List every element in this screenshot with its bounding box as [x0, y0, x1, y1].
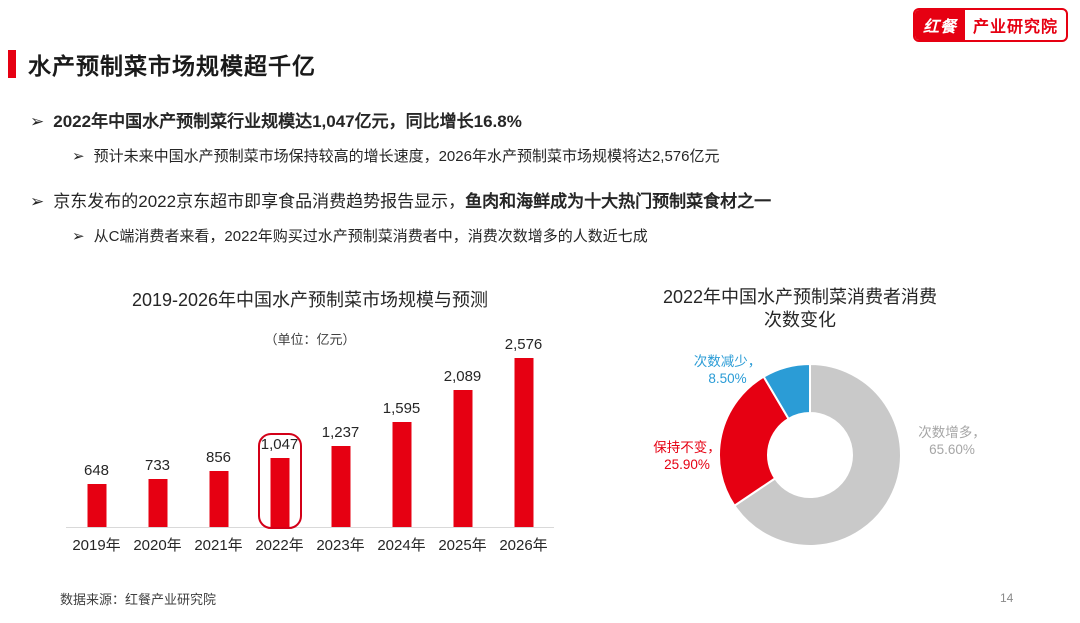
bar-category-label: 2022年: [255, 537, 304, 554]
donut-chart: 2022年中国水产预制菜消费者消费 次数变化 次数增多， 65.60% 保持不变， 2…: [630, 286, 986, 586]
bar: [453, 390, 472, 527]
bar: [331, 446, 350, 527]
bar-value-label: 733: [144, 457, 171, 474]
bar-category-axis: 2019年 2020年 2021年 2022年 2023年 2024年 2025年 2026年: [66, 534, 554, 554]
donut-slice-保持不变: [718, 375, 790, 508]
bar: [270, 458, 289, 527]
bar: [514, 358, 533, 527]
bullet-item: ➢ 京东发布的2022京东超市即享食品消费趋势报告显示，鱼肉和海鲜成为十大热门预制…: [30, 190, 1040, 214]
bullet-text: 从C端消费者来看，2022年购买过水产预制菜消费者中，消费次数增多的人数近七成: [93, 228, 648, 245]
bar-category-label: 2024年: [377, 537, 426, 554]
bar-column: 733: [127, 336, 188, 527]
donut-slice-label-保持不变: 保持不变， 25.90%: [653, 440, 721, 472]
bullet-arrow-icon: ➢: [30, 192, 45, 211]
bar-category-label: 2026年: [499, 537, 548, 554]
donut-plot: [718, 362, 902, 547]
bar-value-label: 2,576: [504, 336, 543, 353]
bar-chart-title: 2019-2026年中国水产预制菜市场规模与预测: [131, 290, 489, 310]
bar: [392, 422, 411, 527]
bar-value-label: 1,237: [321, 424, 360, 441]
bullet-arrow-icon: ➢: [30, 112, 45, 131]
bullet-item: ➢ 2022年中国水产预制菜行业规模达1,047亿元，同比增长16.8%: [30, 110, 1040, 134]
bar-value-label: 648: [83, 462, 110, 479]
bar-category-label: 2020年: [133, 537, 182, 554]
data-source-note: 数据来源：红餐产业研究院: [60, 592, 217, 607]
bar-column: 648: [66, 336, 127, 527]
bar-column: 1,047: [249, 336, 310, 529]
bar: [209, 471, 228, 527]
bullet-item: ➢ 预计未来中国水产预制菜市场保持较高的增长速度，2026年水产预制菜市场规模将达…: [30, 146, 1040, 168]
page-number: 14: [1000, 591, 1014, 605]
bar-column: 2,089: [432, 336, 493, 527]
donut-slice-次数增多: [733, 362, 902, 547]
bar-chart-unit-label: （单位：亿元）: [264, 332, 356, 347]
donut-slice-label-次数减少: 次数减少， 8.50%: [693, 354, 762, 386]
page-title: 水产预制菜市场规模超千亿: [28, 53, 316, 79]
bar: [87, 484, 106, 527]
bullet-text: 2022年中国水产预制菜行业规模达1,047亿元，同比增长16.8%: [53, 112, 522, 131]
bullet-arrow-icon: ➢: [72, 228, 85, 245]
bar-plot-area: 648 733 856 1,047 1,237 1,595 2,089 2,576: [66, 336, 554, 529]
bar-column: 2,576: [493, 336, 554, 527]
bullet-item: ➢ 从C端消费者来看，2022年购买过水产预制菜消费者中，消费次数增多的人数近七成: [30, 226, 1040, 248]
bar-column: 1,237: [310, 336, 371, 527]
title-accent-bar: [8, 50, 16, 78]
bar-category-label: 2021年: [194, 537, 243, 554]
donut-chart-title-line2: 次数变化: [764, 310, 836, 330]
donut-slice-次数减少: [762, 362, 811, 421]
bar-chart: 2019-2026年中国水产预制菜市场规模与预测 （单位：亿元） 648 733 8…: [60, 286, 560, 571]
brand-logo-left: 红餐: [915, 10, 966, 40]
brand-logo: 红餐 产业研究院: [913, 8, 1069, 42]
highlight-box: [257, 433, 302, 529]
header: 水产预制菜市场规模超千亿: [8, 47, 316, 81]
bullet-arrow-icon: ➢: [72, 148, 85, 165]
bar-category-label: 2025年: [438, 537, 487, 554]
donut-chart-title-line1: 2022年中国水产预制菜消费者消费: [662, 287, 938, 307]
donut-slice-label-次数增多: 次数增多， 65.60%: [918, 425, 986, 457]
bar: [148, 479, 167, 527]
donut-chart-title: 2022年中国水产预制菜消费者消费 次数变化: [620, 286, 980, 332]
bullet-text: 预计未来中国水产预制菜市场保持较高的增长速度，2026年水产预制菜市场规模将达2…: [93, 148, 720, 165]
brand-logo-right: 产业研究院: [973, 19, 1059, 36]
bar-value-label: 2,089: [443, 368, 482, 385]
bar-column: 856: [188, 336, 249, 527]
bullet-list: ➢ 2022年中国水产预制菜行业规模达1,047亿元，同比增长16.8% ➢ 预计未来…: [30, 110, 1040, 270]
bullet-text: 京东发布的2022京东超市即享食品消费趋势报告显示，鱼肉和海鲜成为十大热门预制菜…: [53, 192, 772, 211]
bar-value-label: 1,595: [382, 400, 421, 417]
bar-value-label: 856: [205, 449, 232, 466]
bar-column: 1,595: [371, 336, 432, 527]
bar-category-label: 2023年: [316, 537, 365, 554]
bar-category-label: 2019年: [72, 537, 121, 554]
